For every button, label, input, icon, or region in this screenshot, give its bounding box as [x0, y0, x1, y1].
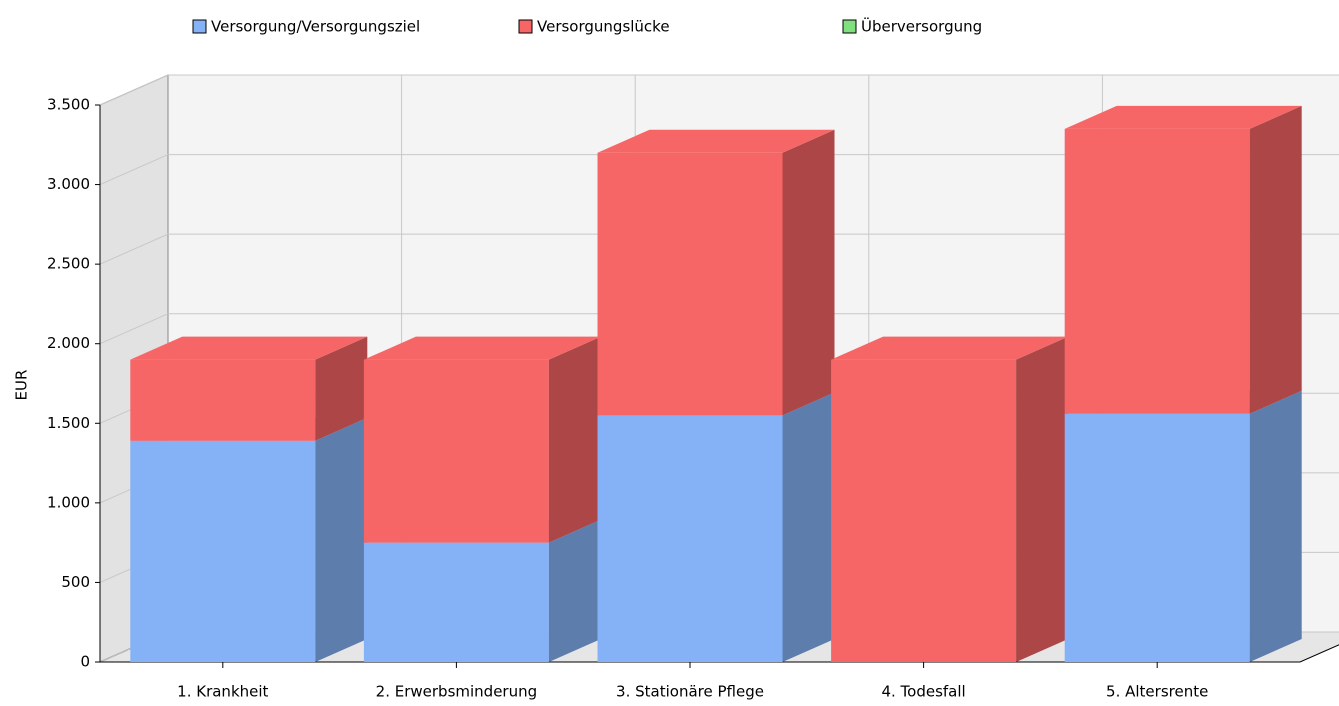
bar-side	[315, 417, 368, 662]
bar-side	[1016, 336, 1069, 662]
bar-side	[548, 336, 601, 543]
bar-front	[1064, 128, 1250, 414]
bar-front	[363, 542, 549, 662]
grid-line	[99, 233, 1339, 265]
grid-line	[99, 74, 1339, 106]
legend-swatch	[842, 19, 857, 34]
bar-front	[130, 440, 316, 662]
legend-swatch	[518, 19, 533, 34]
y-tick-label: 1.000	[47, 493, 90, 511]
legend-label: Versorgungslücke	[537, 18, 670, 36]
grid-line	[99, 313, 1339, 345]
bar-side	[548, 519, 601, 662]
legend-label: Versorgung/Versorgungsziel	[211, 18, 420, 36]
bar-side	[1249, 105, 1302, 414]
legend-label: Überversorgung	[861, 17, 982, 36]
bar-front	[597, 152, 783, 416]
x-tick-label: 4. Todesfall	[881, 683, 965, 701]
bar-side	[782, 129, 835, 416]
x-tick-label: 3. Stationäre Pflege	[616, 683, 764, 701]
legend-swatch	[192, 19, 207, 34]
bar-front	[363, 359, 549, 543]
y-tick-label: 2.500	[47, 255, 90, 273]
bar-top	[363, 336, 601, 360]
x-tick-label: 1. Krankheit	[177, 683, 268, 701]
bar-side	[1249, 390, 1302, 662]
bar-top	[597, 129, 835, 153]
bar-front	[130, 359, 316, 441]
y-tick-label: 0	[80, 653, 90, 671]
x-tick-label: 5. Altersrente	[1106, 683, 1208, 701]
bar-top	[130, 336, 368, 360]
y-tick-label: 3.500	[47, 96, 90, 114]
bar-side	[315, 336, 368, 441]
bar-front	[597, 415, 783, 662]
y-tick-label: 2.000	[47, 334, 90, 352]
bar-side	[782, 392, 835, 662]
y-tick-label: 500	[61, 573, 90, 591]
grid-line	[99, 154, 1339, 186]
x-tick-label: 2. Erwerbsminderung	[376, 683, 537, 701]
bar-front	[831, 359, 1017, 662]
bar-front	[1064, 413, 1250, 662]
y-axis-label: EUR	[13, 370, 31, 401]
y-tick-label: 3.000	[47, 175, 90, 193]
y-tick-label: 1.500	[47, 414, 90, 432]
bar-top	[1064, 105, 1302, 129]
bar-top	[831, 336, 1069, 360]
